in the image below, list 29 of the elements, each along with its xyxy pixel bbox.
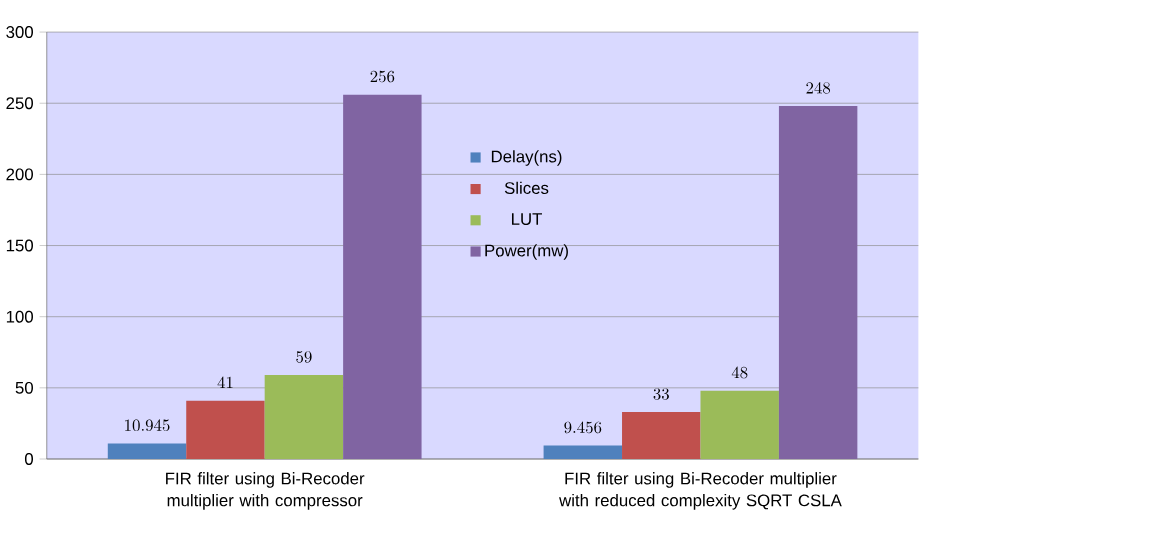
y-tick-label: 50 (15, 381, 34, 394)
y-tick-label: 150 (6, 239, 34, 252)
bar (186, 400, 265, 460)
bar (343, 94, 422, 460)
legend-label: Slices (504, 181, 549, 195)
data-label: 10.945 (125, 419, 170, 432)
y-tick-label: 250 (6, 97, 34, 110)
bar (700, 390, 779, 460)
bar (622, 412, 701, 460)
bar (543, 445, 623, 460)
y-tick-label: 300 (6, 26, 34, 39)
legend-label: Power(mw) (485, 244, 568, 260)
legend-label: Delay(ns) (491, 150, 562, 166)
y-tick-label: 0 (24, 453, 34, 466)
bar (264, 375, 344, 460)
data-label: 9.456 (564, 421, 602, 434)
bar (107, 443, 187, 460)
data-label: 248 (806, 82, 831, 94)
data-label: 48 (731, 366, 748, 379)
x-tick-label: FIR filter using Bi-Recoder multiplier with compressor (166, 472, 365, 510)
data-label: 41 (217, 376, 233, 389)
x-tick-label: FIR filter using Bi-Recoder multiplier with reduced complexity SQRT CSLA (559, 472, 842, 510)
bar (778, 106, 858, 460)
data-label: 59 (296, 351, 312, 363)
y-tick-label: 100 (6, 310, 34, 323)
y-tick-label: 200 (6, 168, 34, 181)
legend-label: LUT (511, 213, 542, 226)
data-label: 33 (653, 388, 669, 400)
data-label: 256 (370, 70, 395, 83)
